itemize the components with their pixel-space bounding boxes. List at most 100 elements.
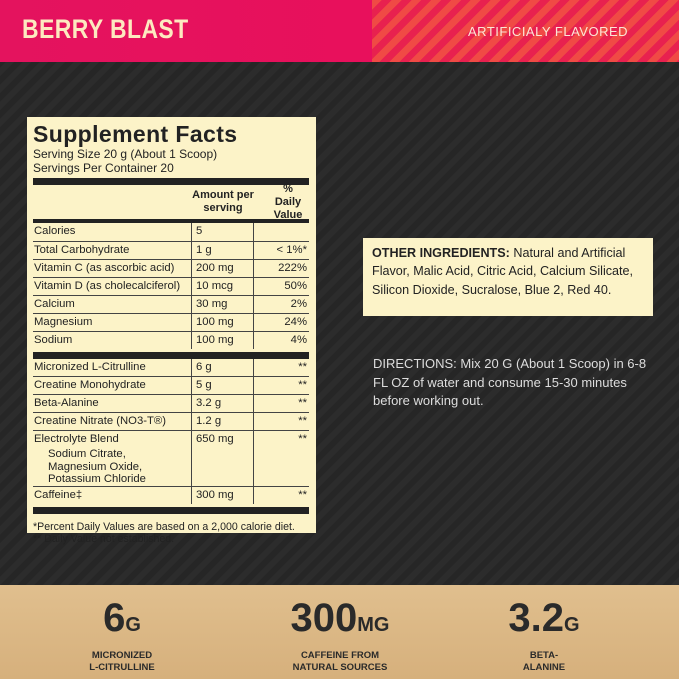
unit: G: [125, 614, 141, 636]
stats-band: 6G MICRONIZED L-CITRULLINE 300MG CAFFEINE FR…: [0, 585, 679, 679]
label-line: CAFFEINE FROM: [300, 650, 380, 661]
label-line: BETA-: [529, 650, 559, 661]
flavor-note: ARTIFICIALY FLAVORED: [468, 24, 629, 39]
daily-value: **: [253, 395, 309, 413]
nutrient-name: Vitamin D (as cholecalciferol): [34, 279, 181, 292]
nutrient-name-cell: Vitamin C (as ascorbic acid): [33, 260, 191, 277]
label: OTHER INGREDIENTS:: [372, 246, 510, 260]
value: 300: [290, 596, 358, 640]
nutrient-row: Vitamin C (as ascorbic acid) 200 mg 222%: [33, 258, 309, 277]
rule: [33, 351, 309, 359]
nutrient-name: Vitamin C (as ascorbic acid): [34, 261, 175, 274]
serving-size: Serving Size 20 g (About 1 Scoop): [33, 147, 218, 161]
daily-value: [253, 223, 309, 241]
nutrient-name-cell: Calcium: [33, 296, 191, 313]
daily-value: **: [253, 413, 309, 431]
unit: MG: [357, 614, 390, 636]
nutrient-name: Micronized L-Citrulline: [34, 360, 146, 373]
nutrient-name-cell: Total Carbohydrate: [33, 242, 191, 259]
nutrient-name: Total Carbohydrate: [34, 243, 130, 256]
nutrient-row: Beta-Alanine 3.2 g **: [33, 394, 309, 413]
stat-value: 6G: [42, 597, 202, 646]
sub-ingredient: Magnesium Oxide,: [48, 460, 143, 473]
nutrient-name: Creatine Monohydrate: [34, 379, 146, 392]
nutrient-row: Caffeine‡ 300 mg **: [33, 485, 309, 504]
nutrient-name-cell: Calories: [33, 223, 191, 241]
nutrient-name-cell: Creatine Nitrate (NO3-T®): [33, 413, 191, 430]
dv-header: % Daily Value: [273, 182, 303, 221]
stat-label: BETA- ALANINE: [464, 650, 624, 673]
amount: 650 mg: [191, 431, 253, 486]
nutrient-name-cell: Electrolyte Blend Sodium Citrate, Magnesiu…: [33, 431, 191, 486]
amount: 100 mg: [191, 313, 253, 331]
nutrient-row: Electrolyte Blend Sodium Citrate, Magnesiu…: [33, 430, 309, 486]
rule: [33, 178, 309, 185]
footnote: ** Daily Value not established.: [33, 532, 175, 545]
amount: 1.2 g: [191, 413, 253, 431]
nutrient-name: Electrolyte Blend: [34, 433, 119, 446]
stripes: [372, 0, 679, 62]
rule: [33, 219, 309, 223]
nutrient-row: Creatine Monohydrate 5 g **: [33, 376, 309, 395]
nutrient-row: Calories 5: [33, 223, 309, 241]
supplement-facts: Supplement Facts Serving Size 20 g (Abou…: [27, 117, 316, 545]
stat: 6G MICRONIZED L-CITRULLINE: [42, 597, 202, 673]
servings: Servings Per Container 20: [33, 161, 174, 175]
amount: 10 mcg: [191, 277, 253, 295]
amount: 200 mg: [191, 259, 253, 277]
footnotes: *Percent Daily Values are based on a 2,0…: [33, 521, 309, 545]
daily-value: 222%: [253, 259, 309, 277]
stat: 300MG CAFFEINE FROM NATURAL SOURCES: [260, 597, 420, 673]
nutrient-row: Calcium 30 mg 2%: [33, 294, 309, 313]
stat-value: 3.2G: [464, 597, 624, 646]
nutrient-name-cell: Caffeine‡: [33, 487, 191, 504]
nutrient-row: Vitamin D (as cholecalciferol) 10 mcg 50%: [33, 276, 309, 295]
daily-value: 4%: [253, 331, 309, 349]
other-ingredients: OTHER INGREDIENTS: Natural and Artificia…: [363, 238, 653, 316]
label-line: L-CITRULLINE: [89, 661, 155, 673]
nutrient-row: Creatine Nitrate (NO3-T®) 1.2 g **: [33, 412, 309, 431]
value: 6: [103, 596, 126, 640]
amount: 1 g: [191, 241, 253, 259]
nutrient-row: Total Carbohydrate 1 g < 1%*: [33, 240, 309, 259]
unit: G: [564, 614, 580, 636]
nutrient-name: Magnesium: [34, 315, 93, 328]
amount: 6 g: [191, 358, 253, 377]
amount: 30 mg: [191, 295, 253, 313]
nutrient-name-cell: Creatine Monohydrate: [33, 377, 191, 394]
nutrient-name-cell: Beta-Alanine: [33, 395, 191, 412]
daily-value: 50%: [253, 277, 309, 295]
nutrient-name: Sodium: [34, 333, 73, 346]
label-line: MICRONIZED: [91, 650, 153, 661]
column-headers: Amount per serving % Daily Value: [33, 182, 309, 221]
product-title: BERRY BLAST: [22, 14, 189, 44]
nutrient-row: Magnesium 100 mg 24%: [33, 312, 309, 331]
amount: 100 mg: [191, 331, 253, 349]
stat: 3.2G BETA- ALANINE: [464, 597, 624, 673]
banner: BERRY BLAST ARTIFICIALY FLAVORED: [0, 0, 679, 62]
daily-value: 24%: [253, 313, 309, 331]
label-line: ALANINE: [522, 661, 566, 673]
nutrient-row: Micronized L-Citrulline 6 g **: [33, 358, 309, 377]
rule: [33, 506, 309, 514]
stat-value: 300MG: [260, 597, 420, 646]
daily-value: **: [253, 431, 309, 486]
sub-ingredient: Potassium Chloride: [48, 473, 146, 486]
group: Calories 5 Total Carbohydrate 1 g < 1%* Vitam…: [33, 223, 309, 349]
directions: DIRECTIONS: Mix 20 G (About 1 Scoop) in …: [373, 356, 647, 408]
footnote: *Percent Daily Values are based on a 2,0…: [33, 520, 295, 533]
facts-title: Supplement Facts: [33, 121, 238, 147]
nutrient-name-cell: Sodium: [33, 332, 191, 349]
nutrient-name: Creatine Nitrate (NO3-T®): [34, 415, 166, 428]
daily-value: 2%: [253, 295, 309, 313]
amount-header: Amount per serving: [192, 189, 254, 214]
nutrient-name-cell: Vitamin D (as cholecalciferol): [33, 278, 191, 295]
label-line: NATURAL SOURCES: [292, 661, 388, 673]
text: Natural and Artificial Flavor, Malic Aci…: [372, 246, 634, 297]
stat-label: CAFFEINE FROM NATURAL SOURCES: [260, 650, 420, 673]
nutrient-name-cell: Micronized L-Citrulline: [33, 359, 191, 377]
nutrient-name: Caffeine‡: [34, 488, 83, 501]
nutrient-row: Sodium 100 mg 4%: [33, 330, 309, 349]
amount: 3.2 g: [191, 395, 253, 413]
